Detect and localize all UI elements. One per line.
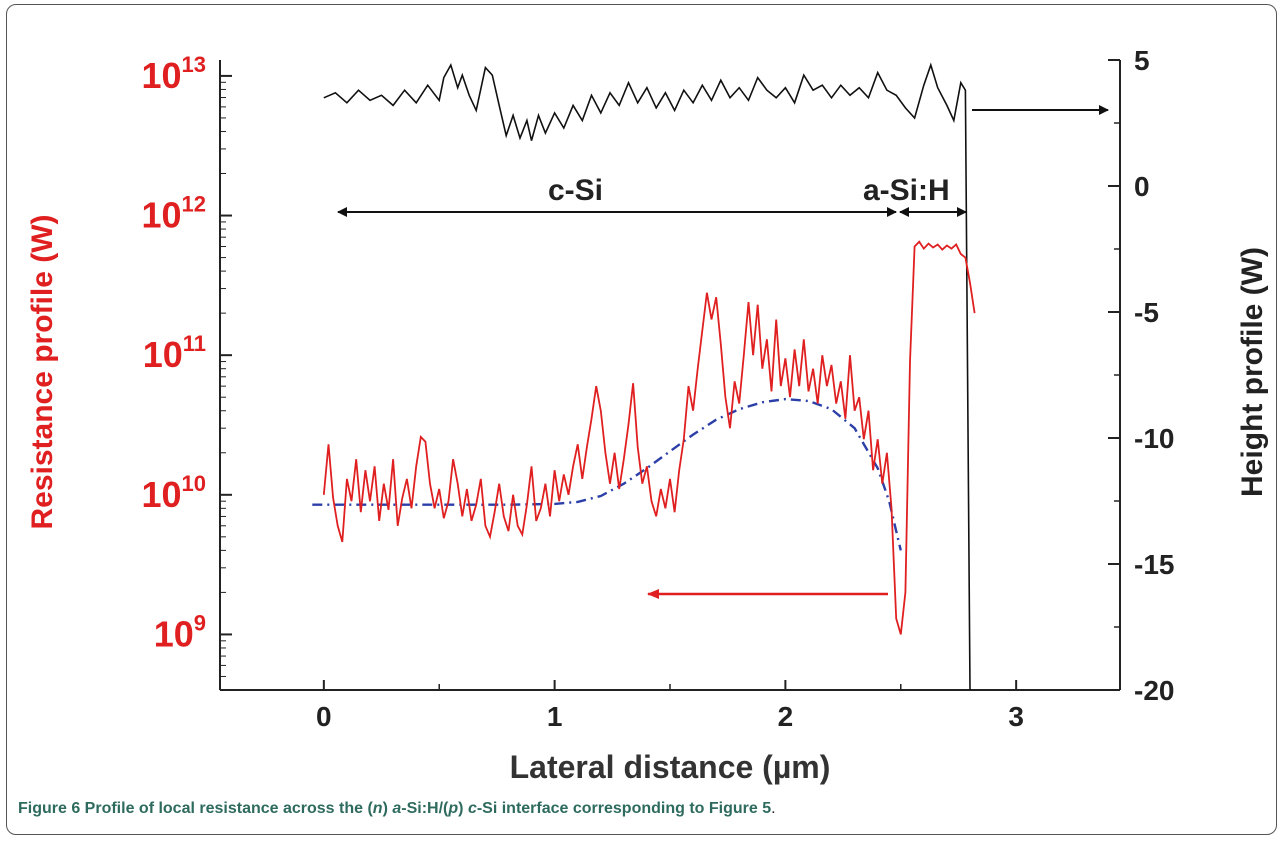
caption-text-3: -Si:H/( bbox=[401, 800, 449, 817]
x-tick-label: 2 bbox=[778, 701, 794, 732]
caption-label: Figure 6 bbox=[18, 800, 81, 817]
resistance-profile-line bbox=[322, 240, 976, 635]
a-si-h-label: a-Si:H bbox=[863, 174, 950, 207]
height-profile-line bbox=[323, 62, 971, 691]
caption-text-2: ) bbox=[382, 800, 393, 817]
y-right-tick-label: -15 bbox=[1134, 549, 1174, 580]
x-tick-label: 1 bbox=[547, 701, 563, 732]
y-left-tick-label: 1010 bbox=[141, 471, 206, 515]
y-right-tick-label: -20 bbox=[1134, 675, 1174, 706]
c-si-label: c-Si bbox=[548, 174, 603, 207]
y-left-tick-label: 1013 bbox=[141, 52, 206, 96]
y-ticks-left: 1013 1012 1011 1010 109 bbox=[141, 52, 232, 691]
y-left-tick-label: 1012 bbox=[141, 192, 206, 236]
fit-curve bbox=[312, 397, 902, 551]
x-axis-title: Lateral distance (µm) bbox=[510, 749, 831, 785]
caption-c: c bbox=[467, 800, 477, 817]
y-ticks-right: 5 0 -5 -10 -15 -20 bbox=[1108, 45, 1174, 706]
caption-end: . bbox=[771, 800, 776, 817]
caption-text-4: ) bbox=[458, 800, 468, 817]
y-right-tick-label: -5 bbox=[1134, 297, 1159, 328]
caption-text-1: Profile of local resistance across the ( bbox=[80, 800, 373, 817]
y-axis-right-title: Height profile (W) bbox=[1236, 247, 1269, 497]
y-left-tick-label: 1011 bbox=[143, 331, 206, 375]
y-right-tick-label: 5 bbox=[1134, 45, 1150, 76]
figure-frame bbox=[6, 4, 1277, 835]
resistance-height-chart: 0 1 2 3 1013 1012 1011 1010 109 5 0 -5 -10 -15 -20 c… bbox=[26, 45, 1269, 785]
y-right-tick-label: 0 bbox=[1134, 171, 1150, 202]
caption-text-5: -Si interface corresponding to Figure 5 bbox=[476, 800, 772, 817]
caption-a: a bbox=[392, 800, 402, 817]
figure-caption: Figure 6 Profile of local resistance acr… bbox=[18, 800, 776, 818]
y-right-tick-label: -10 bbox=[1134, 423, 1174, 454]
caption-n: n bbox=[372, 800, 383, 817]
x-tick-label: 0 bbox=[316, 701, 332, 732]
y-left-tick-label: 109 bbox=[154, 610, 206, 654]
x-tick-label: 3 bbox=[1008, 701, 1024, 732]
y-axis-left-title: Resistance profile (W) bbox=[26, 214, 59, 529]
caption-p: p bbox=[448, 800, 459, 817]
x-ticks: 0 1 2 3 bbox=[316, 680, 1024, 732]
